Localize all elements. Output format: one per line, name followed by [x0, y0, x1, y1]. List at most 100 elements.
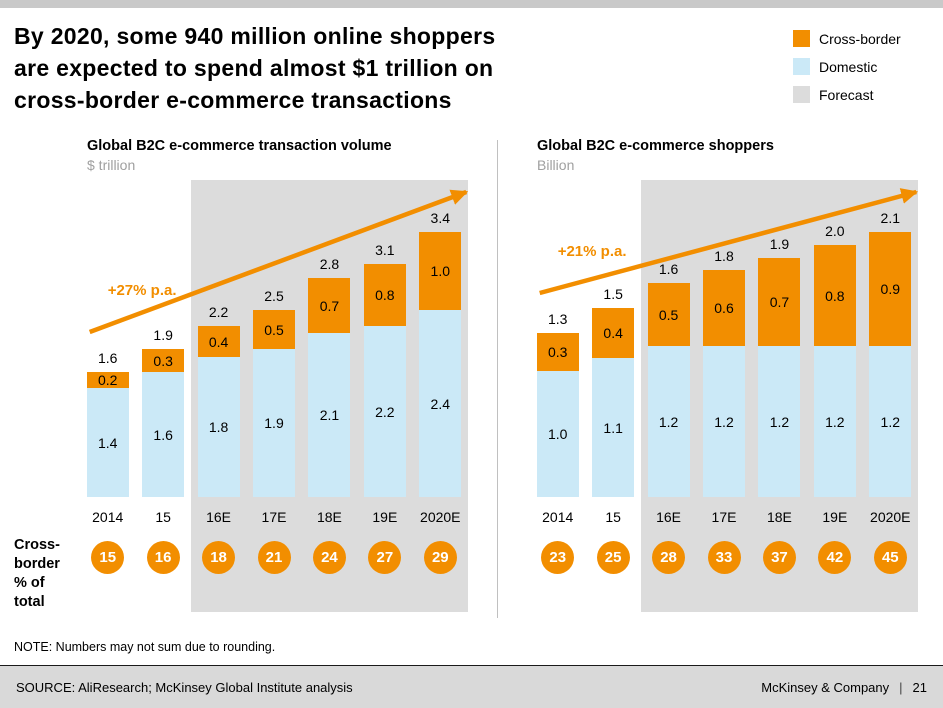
pct-circle: 29	[423, 541, 457, 574]
row-label-line: total	[14, 594, 45, 610]
pct-circle: 21	[257, 541, 291, 574]
legend-item-domestic: Domestic	[793, 58, 901, 75]
brand: McKinsey & Company	[761, 679, 890, 695]
bar-segment-cross-border: 0.7	[758, 258, 801, 346]
total-label: 2.2	[208, 304, 229, 320]
domestic-swatch	[793, 58, 810, 75]
source: SOURCE: AliResearch; McKinsey Global Ins…	[16, 679, 353, 695]
chart-unit: $ trillion	[87, 157, 136, 173]
year-label: 2014	[92, 509, 124, 525]
chart-title: Global B2C e-commerce transaction volume	[87, 138, 392, 154]
pct-circle: 18	[202, 541, 236, 574]
chart-plot: 1.4 0.2 1.6 2014 15 1.6 0.3 1.9 15 16 1.8 0.4 2.2 16E…	[80, 180, 468, 612]
bar-segment-cross-border: 1.0	[419, 232, 462, 310]
year-label: 2020E	[870, 509, 911, 525]
total-label: 2.8	[319, 256, 340, 272]
bar-segment-cross-border: 0.6	[703, 270, 745, 346]
row-label-line: border	[14, 556, 60, 572]
total-label: 1.6	[658, 261, 679, 277]
year-label: 16E	[206, 509, 232, 525]
bar-segment-domestic: 1.2	[703, 346, 745, 497]
page-title: By 2020, some 940 million online shopper…	[14, 20, 495, 116]
legend-label: Forecast	[819, 86, 874, 103]
legend: Cross-border Domestic Forecast	[793, 30, 901, 114]
pct-circle: 27	[368, 541, 402, 574]
pct-circle: 42	[818, 541, 852, 574]
total-label: 3.1	[375, 242, 395, 258]
bar-segment-domestic: 1.4	[86, 388, 129, 497]
forecast-swatch	[793, 86, 810, 103]
pct-circle: 24	[312, 541, 346, 574]
bar-segment-domestic: 2.1	[308, 333, 351, 497]
year-label: 18E	[766, 509, 792, 525]
legend-item-forecast: Forecast	[793, 86, 901, 103]
bar-segment-domestic: 1.1	[592, 358, 635, 497]
total-label: 1.6	[97, 350, 118, 366]
growth-rate-label: +21% p.a.	[557, 243, 627, 260]
bar-segment-domestic: 1.2	[813, 346, 856, 497]
bar-segment-domestic: 1.2	[647, 346, 690, 497]
bar-segment-cross-border: 0.4	[592, 308, 635, 358]
footer: SOURCE: AliResearch; McKinsey Global Ins…	[0, 665, 943, 708]
bar-segment-cross-border: 0.7	[308, 278, 351, 333]
chart-panel-shoppers: Global B2C e-commerce shoppers Billion 1…	[530, 138, 918, 612]
total-label: 2.5	[264, 288, 284, 304]
total-label: 1.9	[769, 236, 790, 252]
bar-segment-domestic: 1.2	[758, 346, 801, 497]
bar-segment-cross-border: 0.5	[647, 283, 690, 346]
year-label: 15	[605, 509, 621, 525]
year-label: 15	[155, 509, 171, 525]
bar-segment-domestic: 2.4	[419, 310, 462, 497]
page-number: 21	[912, 679, 927, 695]
chart-unit: Billion	[537, 157, 575, 173]
title-line-3: cross-border e-commerce transactions	[14, 87, 452, 113]
total-label: 2.1	[880, 210, 901, 226]
pct-circle: 23	[541, 541, 575, 574]
footer-right: McKinsey & Company | 21	[761, 680, 927, 695]
chart-plot: 1.0 0.3 1.3 2014 23 1.1 0.4 1.5 15 25 1.2 0.5 1.6 16E…	[530, 180, 918, 612]
bar-segment-cross-border: 0.4	[197, 326, 240, 357]
bar-segment-cross-border: 0.9	[869, 232, 912, 346]
legend-label: Cross-border	[819, 30, 901, 47]
title-line-2: are expected to spend almost $1 trillion…	[14, 55, 494, 81]
bar-segment-cross-border: 0.5	[253, 310, 295, 349]
pct-circle: 16	[146, 541, 180, 574]
pct-circle: 45	[873, 541, 907, 574]
note: NOTE: Numbers may not sum due to roundin…	[14, 640, 276, 654]
row-label-line: Cross-	[14, 537, 60, 553]
total-label: 2.0	[825, 223, 845, 239]
year-label: 17E	[711, 509, 737, 525]
total-label: 3.4	[430, 210, 451, 226]
total-label: 1.8	[714, 248, 734, 264]
total-label: 1.5	[603, 286, 623, 302]
legend-label: Domestic	[819, 58, 878, 75]
year-label: 19E	[372, 509, 398, 525]
row-label-line: % of	[14, 575, 45, 591]
bar-segment-domestic: 1.0	[536, 371, 579, 497]
footer-separator: |	[899, 679, 903, 695]
pct-circle: 33	[707, 541, 741, 574]
bar-segment-domestic: 1.6	[142, 372, 185, 497]
bar-segment-domestic: 1.2	[869, 346, 912, 497]
pct-circle: 25	[596, 541, 630, 574]
bar-segment-domestic: 1.8	[197, 357, 240, 497]
pct-circle: 37	[762, 541, 796, 574]
bar-segment-cross-border: 0.2	[86, 372, 129, 388]
chart-title: Global B2C e-commerce shoppers	[537, 138, 774, 154]
growth-rate-label: +27% p.a.	[107, 282, 177, 299]
top-band	[0, 0, 943, 8]
year-label: 17E	[261, 509, 287, 525]
total-label: 1.3	[547, 311, 568, 327]
cross-border-swatch	[793, 30, 810, 47]
total-label: 1.9	[153, 327, 173, 343]
year-label: 2014	[542, 509, 574, 525]
row-label: Cross-border % of total	[14, 536, 60, 612]
legend-item-cross-border: Cross-border	[793, 30, 901, 47]
bar-segment-domestic: 1.9	[253, 349, 295, 497]
year-label: 2020E	[420, 509, 461, 525]
chart-panel-transaction-volume: Global B2C e-commerce transaction volume…	[80, 138, 468, 612]
year-label: 19E	[822, 509, 848, 525]
bar-segment-domestic: 2.2	[363, 326, 406, 497]
year-label: 16E	[656, 509, 682, 525]
